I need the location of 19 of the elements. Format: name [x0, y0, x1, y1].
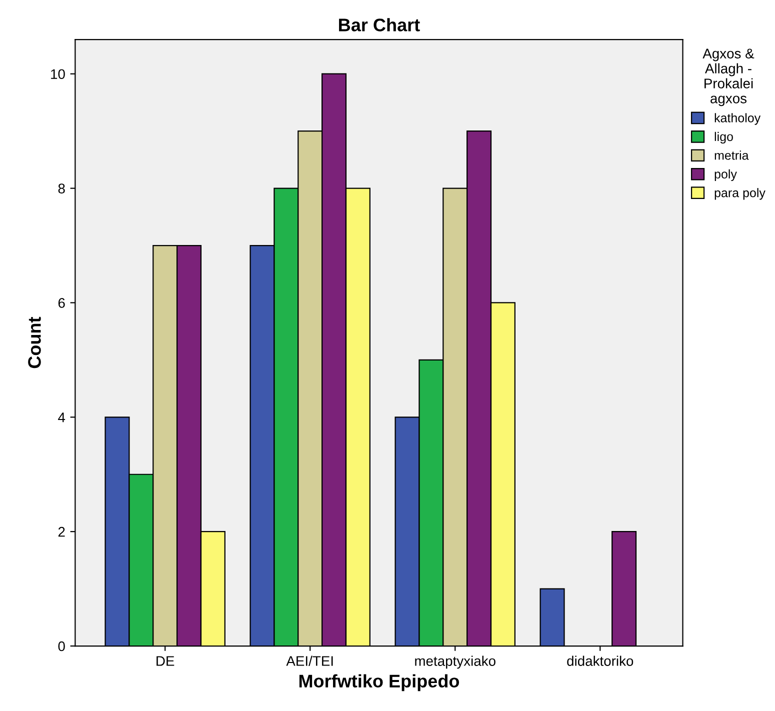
legend-title: Agxos & Allagh - Prokalei agxos — [702, 48, 754, 106]
x-tick-label: AEI/TEI — [286, 656, 333, 666]
y-tick-label: 6 — [58, 298, 65, 308]
y-axis-title: Count — [28, 316, 41, 368]
y-tick-label: 0 — [58, 641, 65, 652]
y-tick-label: 4 — [58, 412, 66, 422]
legend-label: poly — [714, 169, 737, 181]
x-tick-label: metaptyxiako — [415, 656, 496, 669]
y-tick-label: 8 — [58, 184, 65, 194]
chart-title: Bar Chart — [339, 18, 420, 32]
legend-label: metria — [714, 150, 749, 160]
legend-label: ligo — [714, 132, 733, 144]
x-tick-label: didaktoriko — [567, 656, 634, 666]
y-tick-label: 2 — [58, 526, 65, 537]
y-tick-label: 10 — [51, 69, 65, 80]
legend-label: katholoy — [714, 113, 761, 125]
x-tick-label: DE — [156, 656, 174, 666]
x-axis-title: Morfwtiko Epipedo — [299, 674, 460, 692]
legend-label: para poly — [714, 188, 766, 200]
